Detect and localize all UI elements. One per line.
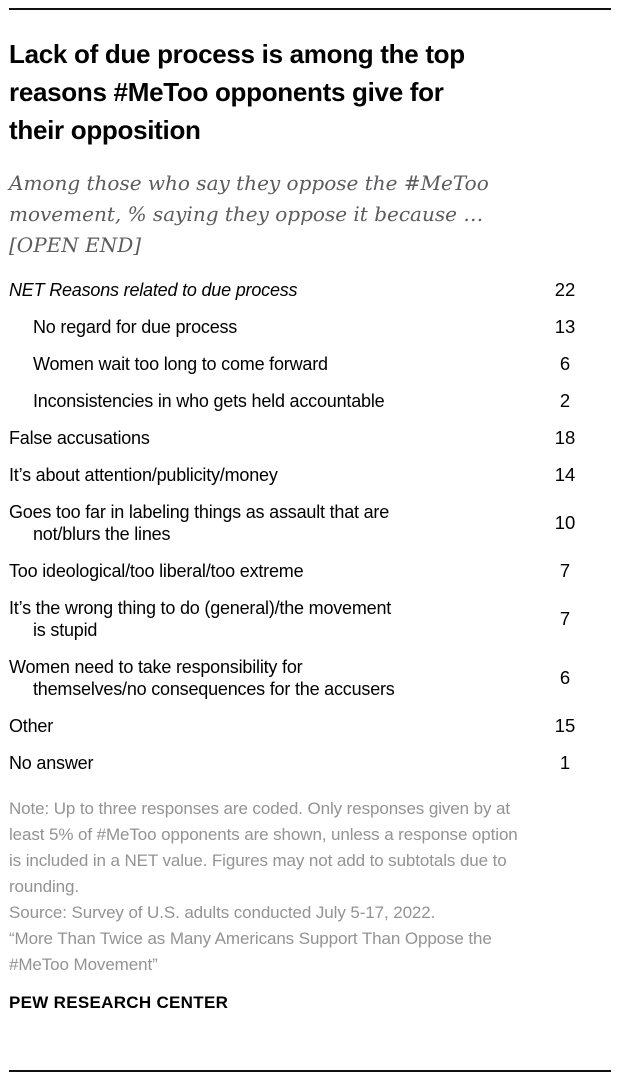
note-text: Note: Up to three responses are coded. O… (9, 799, 518, 896)
reason-value: 2 (559, 390, 571, 411)
reason-label: Too ideological/too liberal/too extreme (9, 561, 304, 581)
reason-label: It’s about attention/publicity/money (9, 465, 278, 485)
table-row: Inconsistencies in who gets held account… (9, 390, 611, 412)
table-row: It’s about attention/publicity/money 14 (9, 464, 611, 486)
top-rule (9, 8, 611, 10)
reason-label: NET Reasons related to due process (9, 280, 298, 300)
table-row: It’s the wrong thing to do (general)/the… (9, 597, 611, 641)
reason-value: 22 (554, 279, 576, 300)
reason-label: Women need to take responsibility for th… (9, 657, 395, 699)
reason-label: Goes too far in labeling things as assau… (9, 502, 390, 544)
page-title: Lack of due process is among the top rea… (9, 39, 465, 145)
reason-value: 14 (554, 464, 576, 485)
reason-value: 10 (554, 512, 576, 533)
source-text: Source: Survey of U.S. adults conducted … (9, 903, 436, 922)
table-row: No answer 1 (9, 752, 611, 774)
reason-label: False accusations (9, 428, 150, 448)
reason-value: 18 (554, 427, 576, 448)
reason-value: 7 (559, 608, 571, 629)
reason-value: 7 (559, 560, 571, 581)
table-row: Goes too far in labeling things as assau… (9, 501, 611, 545)
reason-label: Inconsistencies in who gets held account… (33, 391, 385, 411)
pew-research-center-wordmark: PEW RESEARCH CENTER (9, 993, 229, 1012)
table-row: False accusations 18 (9, 427, 611, 449)
table-row: Women need to take responsibility for th… (9, 656, 611, 700)
table-row: Women wait too long to come forward 6 (9, 353, 611, 375)
table-row: No regard for due process 13 (9, 316, 611, 338)
table-row: NET Reasons related to due process 22 (9, 279, 611, 301)
reasons-table: NET Reasons related to due process 22 No… (9, 279, 611, 774)
table-row: Other 15 (9, 715, 611, 737)
reason-label: It’s the wrong thing to do (general)/the… (9, 598, 392, 640)
reason-label: Women wait too long to come forward (33, 354, 328, 374)
reason-value: 13 (554, 316, 576, 337)
reason-value: 15 (554, 715, 576, 736)
chart-subtitle: Among those who say they oppose the #MeT… (9, 171, 489, 257)
footnote-block: Note: Up to three responses are coded. O… (9, 796, 611, 978)
reason-value: 1 (559, 752, 571, 773)
report-title-text: “More Than Twice as Many Americans Suppo… (9, 929, 492, 974)
table-row: Too ideological/too liberal/too extreme … (9, 560, 611, 582)
reason-label: No answer (9, 753, 94, 773)
reason-value: 6 (559, 667, 571, 688)
reason-value: 6 (559, 353, 571, 374)
reason-label: No regard for due process (33, 317, 238, 337)
reason-label: Other (9, 716, 54, 736)
bottom-rule (9, 1070, 611, 1072)
